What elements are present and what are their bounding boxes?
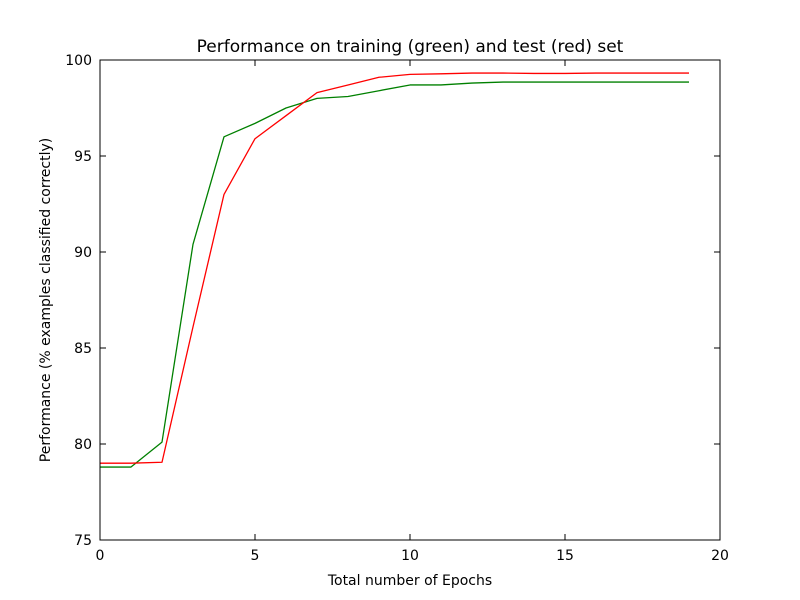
- x-axis-label: Total number of Epochs: [327, 573, 492, 589]
- y-tick-label: 100: [65, 53, 92, 69]
- y-tick-label: 85: [74, 341, 92, 357]
- y-tick-label: 95: [74, 149, 92, 165]
- x-tick-label: 15: [556, 548, 574, 564]
- plot-frame: [99, 59, 721, 541]
- x-tick-label: 0: [96, 548, 105, 564]
- chart-title: Performance on training (green) and test…: [197, 37, 624, 57]
- series-line-1: [100, 72, 689, 464]
- y-tick-label: 90: [74, 245, 92, 261]
- x-tick-label: 20: [711, 548, 729, 564]
- ticks-layer: 0 5 10 15 20 75 80 85 90 95 100: [65, 53, 729, 564]
- y-tick-label: 75: [74, 533, 92, 549]
- series-layer: [100, 72, 689, 468]
- x-tick-label: 10: [401, 548, 419, 564]
- y-tick-label: 80: [74, 437, 92, 453]
- y-axis-label: Performance (% examples classified corre…: [38, 138, 54, 462]
- series-line-0: [100, 81, 689, 468]
- x-tick-label: 5: [251, 548, 260, 564]
